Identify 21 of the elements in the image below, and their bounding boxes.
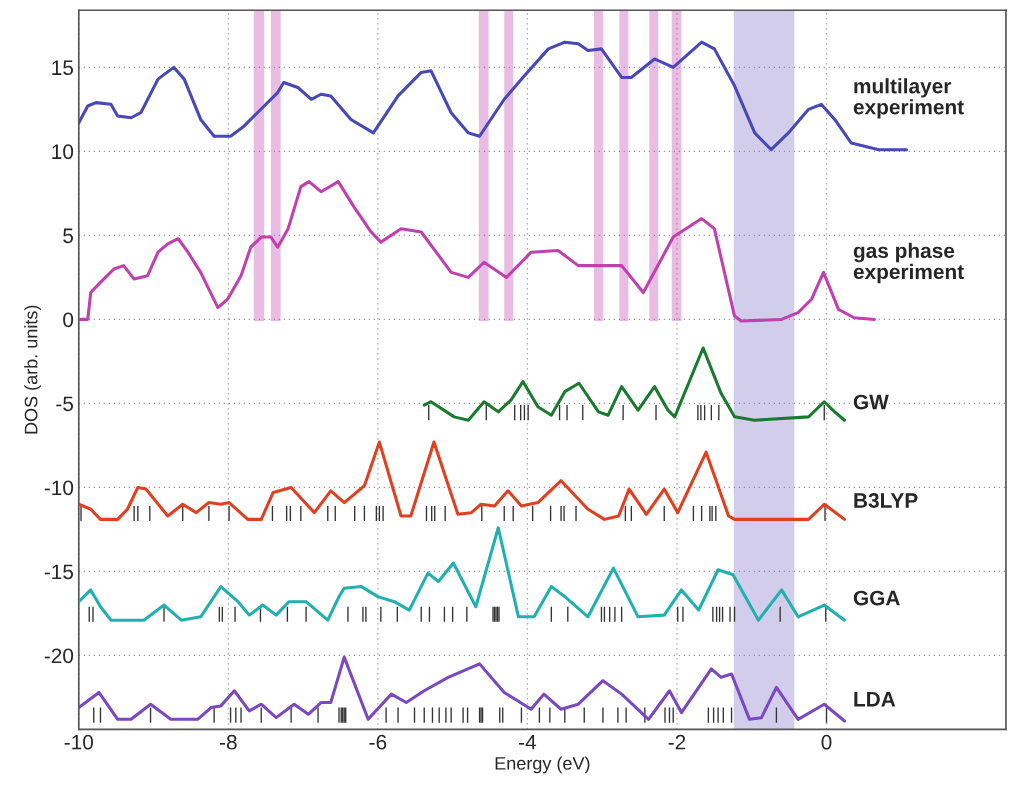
series-label: gas phase experiment [853,242,964,284]
x-tick-label: -6 [369,734,387,750]
x-axis-title: Energy (eV) [495,756,590,774]
series-label: multilayer experiment [853,78,964,119]
series-label: LDA [854,692,896,707]
series-label: B3LYP [854,493,918,508]
y-tick-label: -5 [56,396,74,412]
x-tick-label: -2 [668,734,686,750]
series-label: GGA [853,590,900,606]
y-axis-title: DOS (arb. units) [24,305,42,434]
y-tick-label: 5 [63,228,74,244]
y-tick-label: 0 [63,312,74,328]
x-tick-label: -4 [519,735,537,750]
y-tick-label: 10 [52,144,74,160]
series-label: GW [853,394,889,410]
y-tick-label: -15 [44,564,74,580]
y-tick-label: -10 [44,480,74,496]
y-tick-label: 15 [52,60,74,76]
x-tick-label: -8 [219,734,237,750]
x-tick-label: 0 [821,734,832,750]
y-tick-label: -20 [44,648,74,664]
